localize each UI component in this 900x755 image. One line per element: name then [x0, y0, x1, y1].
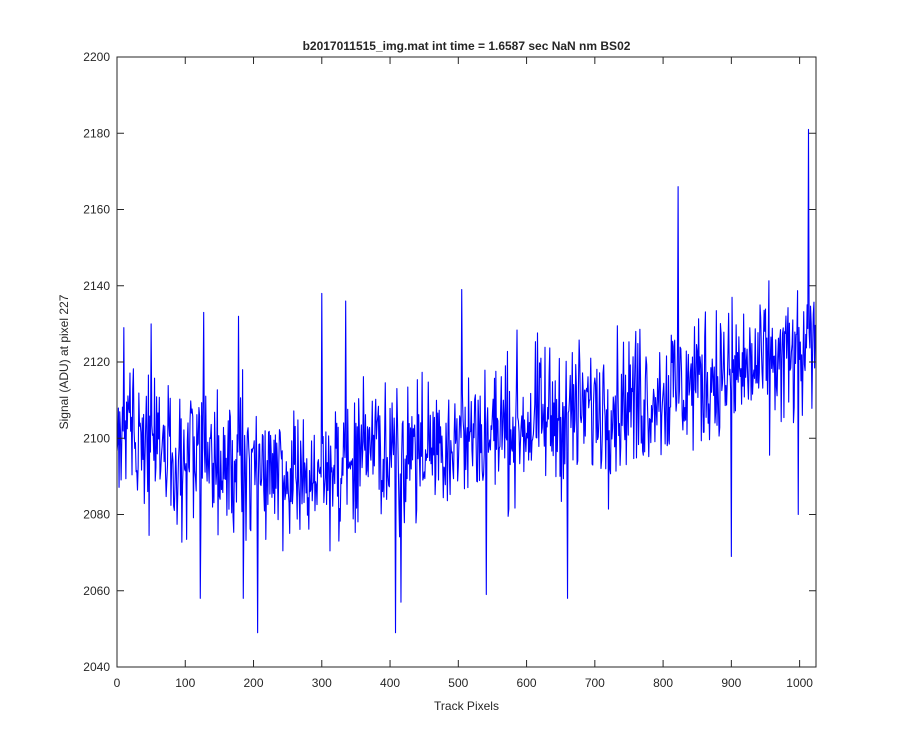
y-axis-title: Signal (ADU) at pixel 227	[57, 294, 71, 429]
x-axis-title: Track Pixels	[434, 699, 499, 713]
y-tick-label: 2100	[83, 431, 110, 445]
x-tick-label: 800	[653, 676, 673, 690]
x-tick-label: 500	[448, 676, 468, 690]
plot-area	[117, 57, 816, 667]
x-tick-label: 100	[175, 676, 195, 690]
x-axis-ticks: 0 100 200 300 400 500 600 700 800 900 1000	[114, 57, 813, 690]
y-tick-label: 2060	[83, 584, 110, 598]
x-tick-label: 300	[312, 676, 332, 690]
x-tick-label: 200	[244, 676, 264, 690]
x-tick-label: 1000	[786, 676, 813, 690]
x-tick-label: 0	[114, 676, 121, 690]
x-tick-label: 400	[380, 676, 400, 690]
y-tick-label: 2040	[83, 660, 110, 674]
y-tick-label: 2140	[83, 279, 110, 293]
y-tick-label: 2080	[83, 508, 110, 522]
x-tick-label: 900	[721, 676, 741, 690]
y-tick-label: 2180	[83, 126, 110, 140]
y-tick-label: 2200	[83, 50, 110, 64]
x-tick-label: 700	[585, 676, 605, 690]
y-axis-ticks: 2040 2060 2080 2100 2120 2140 2160 2180 2200	[83, 50, 816, 674]
series-line	[116, 128, 816, 634]
chart-title: b2017011515_img.mat int time = 1.6587 se…	[303, 39, 631, 53]
x-tick-label: 600	[517, 676, 537, 690]
y-tick-label: 2160	[83, 203, 110, 217]
y-tick-label: 2120	[83, 355, 110, 369]
series-layer	[116, 128, 816, 634]
